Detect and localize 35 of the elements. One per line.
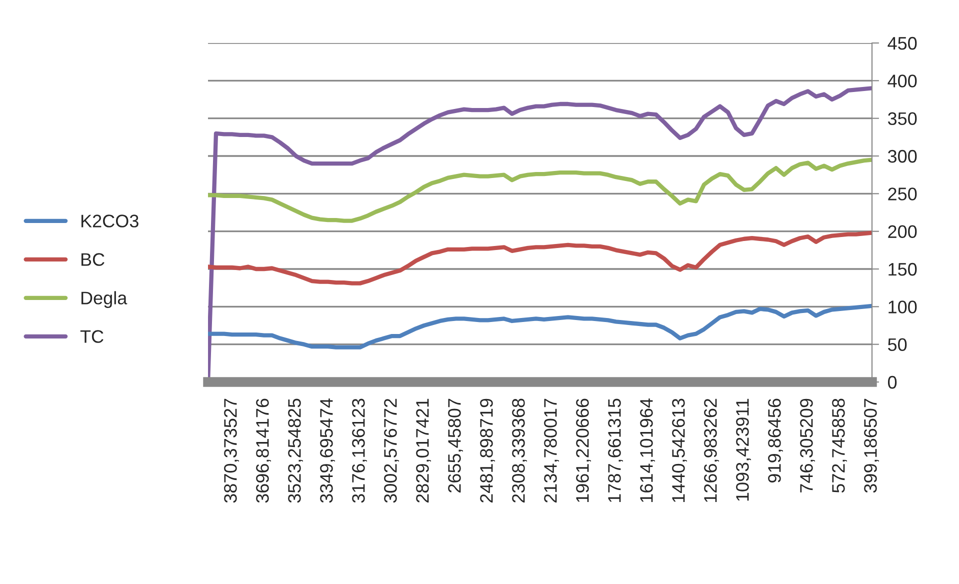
legend-label: TC — [80, 330, 104, 343]
y-tick-label: 50 — [888, 338, 907, 352]
x-tick-label: 399,186507 — [864, 398, 879, 493]
x-tick-label: 3349,695474 — [320, 398, 335, 503]
x-tick-label: 2829,017421 — [416, 398, 431, 502]
x-tick-label: 2308,339368 — [512, 398, 527, 502]
y-tick-label: 400 — [888, 74, 917, 88]
y-tick-label: 300 — [888, 150, 917, 163]
x-tick-label: 3870,373527 — [224, 398, 239, 503]
x-tick-label: 1961,220666 — [576, 398, 591, 502]
x-tick-label: 2481,898719 — [480, 398, 495, 502]
x-tick-label: 2134,780017 — [544, 398, 559, 502]
x-tick-label: 3176,136123 — [352, 398, 367, 503]
x-tick-label: 3523,254825 — [288, 398, 303, 503]
x-tick-label: 746,305209 — [800, 398, 815, 492]
x-tick-label: 919,86456 — [768, 398, 783, 482]
x-tick-label: 1093,423911 — [736, 398, 751, 501]
x-tick-label: 2655,45807 — [448, 398, 463, 492]
legend-label: BC — [81, 253, 104, 266]
y-tick-label: 150 — [888, 262, 917, 276]
x-tick-label: 1440,542613 — [672, 398, 687, 502]
y-tick-label: 200 — [888, 225, 917, 238]
x-tick-label: 3002,576772 — [384, 398, 399, 503]
y-tick-label: 250 — [888, 188, 917, 200]
y-tick-label: 0 — [888, 376, 897, 389]
y-tick-label: 450 — [888, 36, 917, 50]
x-tick-label: 1266,983262 — [704, 398, 719, 502]
y-tick-label: 350 — [888, 112, 917, 126]
x-tick-label: 572,745858 — [832, 398, 847, 493]
x-tick-label: 1787,661315 — [608, 398, 623, 502]
x-tick-label: 3696,814176 — [256, 398, 271, 503]
legend-label: Degla — [81, 291, 128, 308]
legend-label: K2CO3 — [81, 214, 138, 228]
x-tick-label: 1614,101964 — [640, 398, 655, 502]
y-tick-label: 100 — [888, 300, 917, 314]
